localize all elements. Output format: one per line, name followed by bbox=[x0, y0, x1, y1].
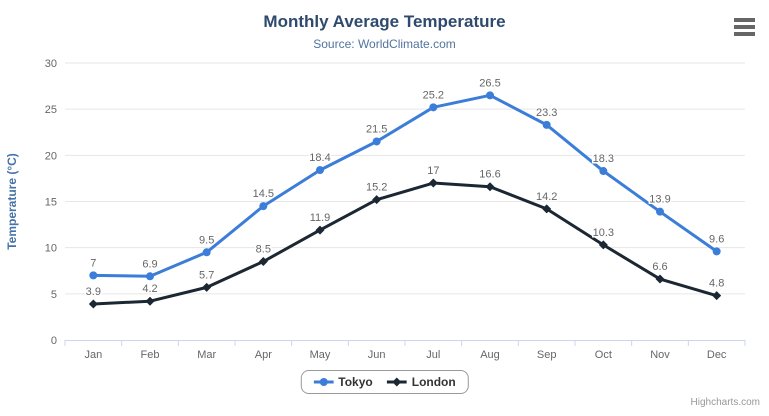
data-label: 9.6 bbox=[709, 233, 724, 245]
x-axis-category-label: Feb bbox=[141, 349, 160, 361]
x-axis-category-label: Jun bbox=[368, 349, 386, 361]
point-marker-london-oct[interactable] bbox=[598, 240, 608, 250]
data-label: 10.3 bbox=[593, 227, 614, 239]
data-label: 17 bbox=[427, 165, 439, 177]
point-marker-tokyo-mar[interactable] bbox=[202, 248, 211, 257]
hamburger-icon bbox=[734, 25, 755, 29]
point-marker-london-jul[interactable] bbox=[428, 178, 438, 188]
point-marker-tokyo-jun[interactable] bbox=[372, 137, 381, 146]
series-line-london bbox=[91, 181, 719, 306]
circle-icon[interactable] bbox=[319, 378, 328, 386]
x-axis-category-label: Jul bbox=[426, 349, 440, 361]
diamond-legend-marker-icon bbox=[386, 377, 407, 387]
x-axis-category-label: Mar bbox=[197, 349, 216, 361]
data-label: 6.6 bbox=[652, 261, 667, 273]
data-label: 15.2 bbox=[366, 182, 387, 194]
legend-label: Tokyo bbox=[338, 375, 373, 389]
series-london: 3.9 4.2 5.7 8.5 11.9 15.2 17 16.6 14.2 10.3 6.6 4.8 bbox=[84, 164, 726, 309]
data-label: 7 bbox=[90, 257, 96, 269]
y-axis-tick-label: 0 bbox=[51, 335, 57, 347]
data-label: 3.9 bbox=[86, 286, 101, 298]
point-marker-tokyo-sep[interactable] bbox=[542, 120, 551, 129]
x-axis-category-label: Dec bbox=[707, 349, 727, 361]
point-marker-london-jun[interactable] bbox=[372, 195, 382, 205]
data-label: 9.5 bbox=[199, 234, 214, 246]
x-axis-category-label: Jan bbox=[84, 349, 102, 361]
x-axis-category-label: Apr bbox=[255, 349, 272, 361]
series-tokyo: 7 6.9 9.5 14.5 18.4 21.5 25.2 26.5 23.3 18.3 13.9 9… bbox=[89, 76, 726, 281]
x-axis-category-label: Sep bbox=[537, 349, 557, 361]
point-marker-tokyo-may[interactable] bbox=[316, 166, 324, 175]
x-axis-category-label: May bbox=[310, 349, 331, 361]
legend-item-tokyo[interactable]: Tokyo bbox=[313, 375, 373, 389]
data-label: 13.9 bbox=[649, 194, 670, 206]
data-label: 5.7 bbox=[199, 269, 214, 281]
point-marker-tokyo-jul[interactable] bbox=[429, 103, 438, 112]
y-axis-tick-label: 10 bbox=[45, 243, 57, 255]
data-label: 26.5 bbox=[479, 77, 500, 89]
legend-label: London bbox=[411, 375, 456, 389]
data-label: 18.3 bbox=[593, 153, 614, 165]
point-marker-london-apr[interactable] bbox=[258, 257, 268, 267]
point-marker-london-mar[interactable] bbox=[202, 282, 212, 292]
y-axis-title: Temperature (°C) bbox=[5, 153, 19, 250]
point-marker-tokyo-jan[interactable] bbox=[89, 271, 98, 280]
y-grid: 0 5 10 15 20 25 30 bbox=[45, 58, 745, 347]
data-label: 18.4 bbox=[309, 152, 330, 164]
data-label: 11.9 bbox=[310, 212, 331, 224]
point-marker-london-nov[interactable] bbox=[655, 274, 665, 284]
x-axis-category-label: Aug bbox=[480, 349, 500, 361]
x-axis-category-label: Oct bbox=[595, 349, 612, 361]
chart-subtitle: Source: WorldClimate.com bbox=[313, 37, 456, 51]
context-menu-button[interactable] bbox=[731, 14, 759, 40]
data-label: 6.9 bbox=[142, 258, 157, 270]
data-label: 14.5 bbox=[253, 188, 274, 200]
y-axis-tick-label: 5 bbox=[51, 289, 57, 301]
series-line-tokyo bbox=[91, 93, 719, 278]
data-label: 21.5 bbox=[366, 123, 387, 135]
x-axis-category-label: Nov bbox=[650, 349, 670, 361]
legend-item-london[interactable]: London bbox=[386, 375, 456, 389]
circle-legend-marker-icon bbox=[313, 378, 334, 386]
legend: Tokyo London bbox=[300, 370, 469, 394]
point-marker-london-dec[interactable] bbox=[712, 291, 722, 301]
y-axis-tick-label: 20 bbox=[45, 150, 57, 162]
chart-title: Monthly Average Temperature bbox=[263, 12, 506, 31]
point-marker-london-feb[interactable] bbox=[145, 296, 155, 306]
y-axis-tick-label: 30 bbox=[45, 58, 57, 70]
data-label: 4.2 bbox=[142, 283, 157, 295]
y-axis-tick-label: 25 bbox=[45, 104, 57, 116]
hamburger-icon bbox=[734, 18, 755, 22]
y-axis-tick-label: 15 bbox=[45, 197, 57, 209]
credits-link[interactable]: Highcharts.com bbox=[690, 397, 760, 408]
data-label: 23.3 bbox=[536, 107, 557, 119]
data-label: 8.5 bbox=[256, 244, 271, 256]
point-marker-london-sep[interactable] bbox=[542, 204, 552, 214]
data-label: 4.8 bbox=[709, 278, 724, 290]
data-label: 25.2 bbox=[423, 89, 444, 101]
data-label: 16.6 bbox=[479, 169, 500, 181]
x-axis: Jan Feb Mar Apr May Jun Jul Aug Sep Oct Nov Dec bbox=[64, 340, 746, 361]
point-marker-london-may[interactable] bbox=[315, 225, 325, 235]
point-marker-london-jan[interactable] bbox=[88, 299, 98, 309]
point-marker-london-aug[interactable] bbox=[485, 182, 495, 192]
point-marker-tokyo-oct[interactable] bbox=[599, 167, 608, 176]
diamond-icon[interactable] bbox=[392, 377, 402, 387]
point-marker-tokyo-dec[interactable] bbox=[712, 247, 721, 256]
point-marker-tokyo-nov[interactable] bbox=[656, 207, 664, 216]
point-marker-tokyo-aug[interactable] bbox=[486, 91, 494, 100]
data-label: 14.2 bbox=[536, 191, 557, 203]
hamburger-icon bbox=[734, 32, 755, 36]
point-marker-tokyo-feb[interactable] bbox=[146, 272, 154, 281]
point-marker-tokyo-apr[interactable] bbox=[259, 202, 268, 211]
